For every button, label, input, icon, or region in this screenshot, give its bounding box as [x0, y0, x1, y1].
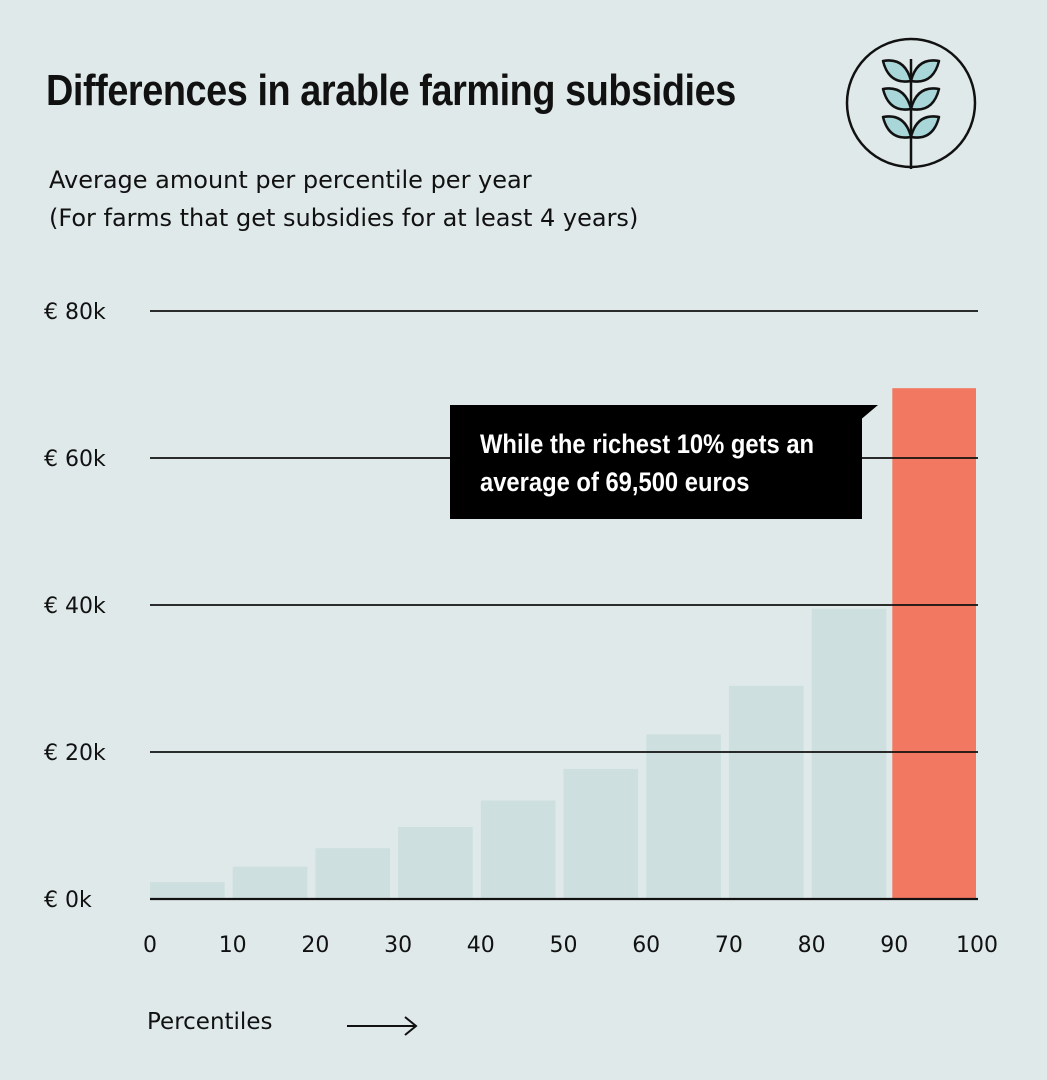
- chart-subtitle-line-1: Average amount per percentile per year: [49, 166, 532, 194]
- bar-10-20: [232, 866, 308, 899]
- chart-subtitle-line-2: (For farms that get subsidies for at lea…: [49, 204, 639, 232]
- x-tick-label: 30: [384, 933, 412, 958]
- x-tick-label: 90: [880, 933, 908, 958]
- bar-40-50: [480, 800, 556, 899]
- bar-30-40: [398, 826, 473, 899]
- chart-title: Differences in arable farming subsidies: [46, 66, 736, 115]
- x-tick-label: 10: [219, 933, 247, 958]
- x-tick-label: 70: [715, 933, 743, 958]
- y-tick-label: € 0k: [44, 888, 92, 913]
- bar-0-10: [150, 882, 225, 899]
- annotation-callout-text: While the richest 10% gets an average of…: [480, 429, 815, 497]
- y-axis-ticks: € 0k € 20k € 40k € 60k € 80k: [44, 300, 106, 913]
- y-tick-label: € 80k: [44, 300, 106, 325]
- x-tick-label: 0: [143, 933, 157, 958]
- x-tick-label: 40: [467, 933, 495, 958]
- arrow-right-icon: [347, 1016, 418, 1036]
- x-axis-ticks: 0 10 20 30 40 50 60 70 80 90 100: [143, 933, 998, 958]
- bar-80-90: [811, 608, 887, 899]
- bar-20-30: [315, 848, 391, 899]
- wheat-stalk-icon: [845, 37, 977, 169]
- bar-chart: € 0k € 20k € 40k € 60k € 80k 0 10 20 30 40 50 60 70…: [44, 300, 998, 958]
- y-tick-label: € 60k: [44, 447, 106, 472]
- bar-50-60: [563, 768, 639, 899]
- bar-highlight-90-100: [892, 388, 976, 899]
- x-axis-label: Percentiles: [147, 1009, 273, 1035]
- bar-60-70: [646, 734, 721, 899]
- x-tick-label: 100: [956, 933, 998, 958]
- y-tick-label: € 40k: [44, 594, 106, 619]
- bar-70-80: [728, 685, 804, 899]
- x-tick-label: 60: [632, 933, 660, 958]
- x-tick-label: 50: [550, 933, 578, 958]
- x-tick-label: 80: [798, 933, 826, 958]
- annotation-callout: While the richest 10% gets an average of…: [450, 405, 862, 519]
- bars-layer: [150, 388, 976, 899]
- x-tick-label: 20: [301, 933, 329, 958]
- y-tick-label: € 20k: [44, 741, 106, 766]
